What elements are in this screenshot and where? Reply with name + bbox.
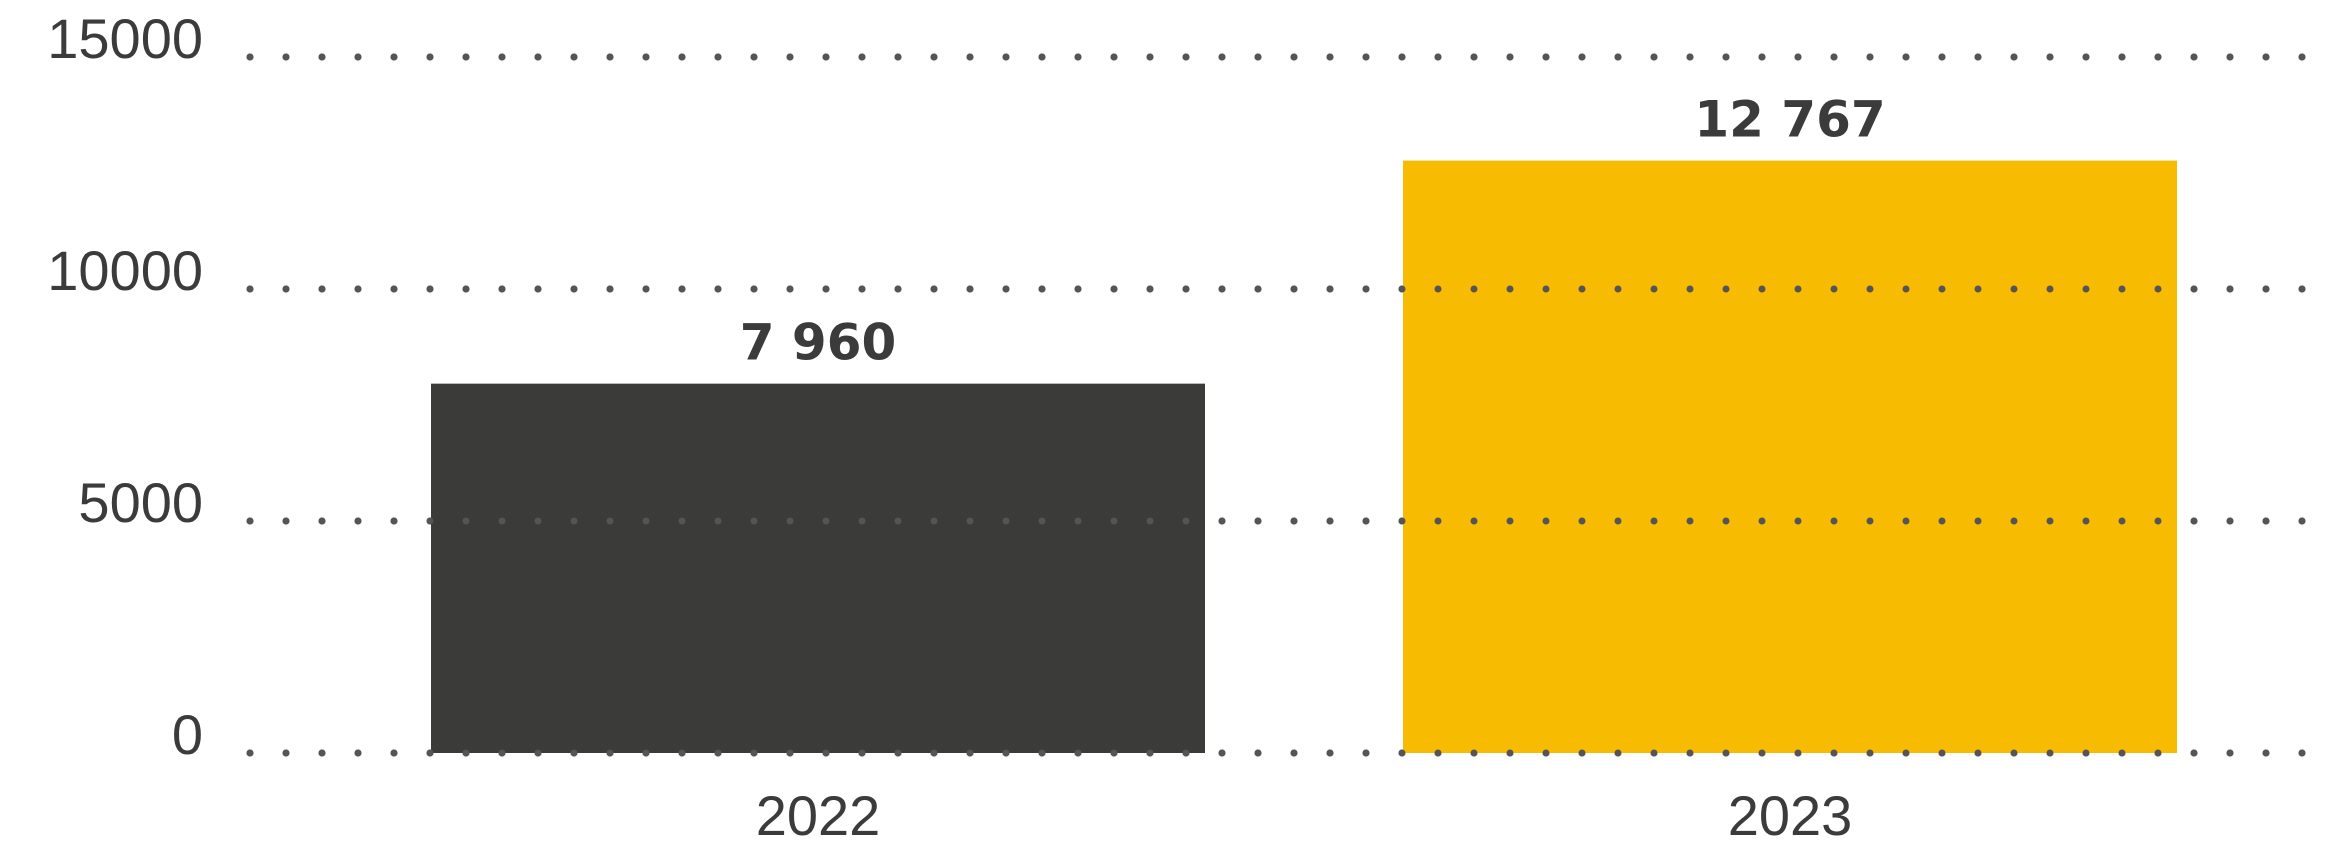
bar-2022 [431, 383, 1205, 753]
value-label-2022: 7 960 [740, 314, 897, 372]
y-tick-label: 5000 [78, 471, 203, 534]
y-tick-label: 10000 [47, 239, 203, 302]
labels: 0 5000 10000 15000 7 960 2022 12 767 2023 [47, 7, 1885, 842]
bar-2023 [1403, 160, 2177, 753]
y-tick-label: 0 [172, 703, 203, 766]
value-label-2023: 12 767 [1694, 91, 1885, 149]
bars [431, 160, 2177, 753]
gridlines-overlay [246, 53, 2324, 757]
category-label-2022: 2022 [756, 784, 881, 842]
y-tick-label: 15000 [47, 7, 203, 70]
category-label-2023: 2023 [1728, 784, 1853, 842]
